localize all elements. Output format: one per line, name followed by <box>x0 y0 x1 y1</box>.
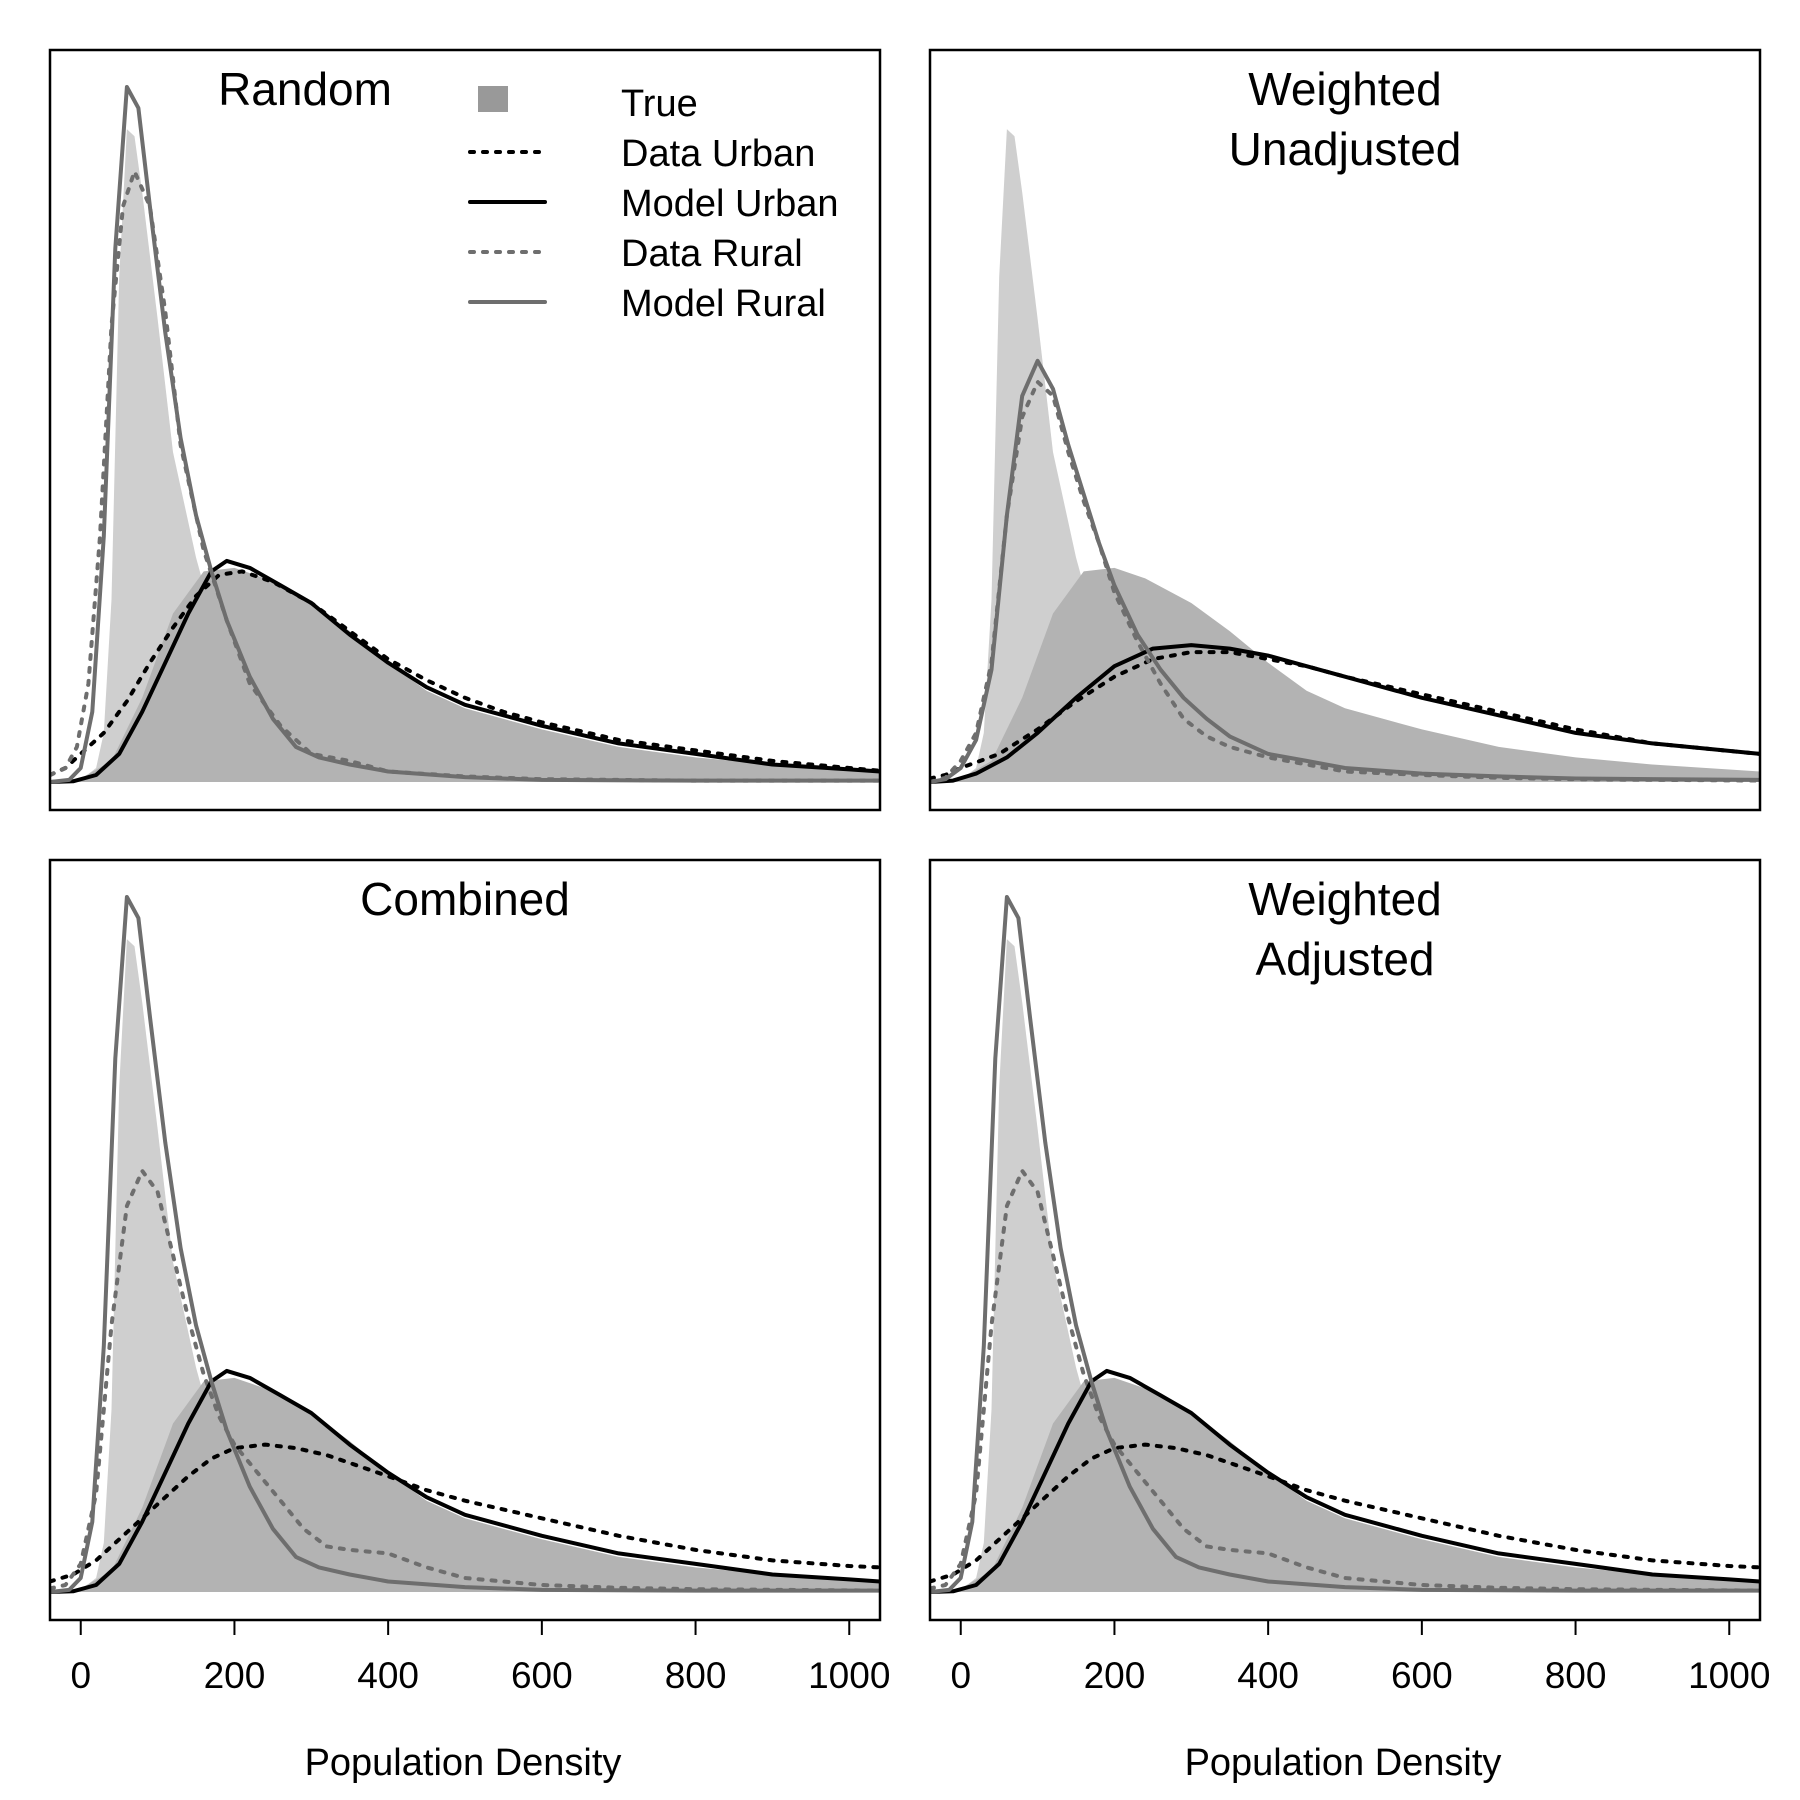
panel-top-left: Random True Data Urban Model Urban Data Rura… <box>48 48 882 812</box>
x-tick-label: 0 <box>70 1655 91 1696</box>
series-data-urban-line <box>50 1442 880 1584</box>
x-tick-label: 0 <box>950 1655 971 1696</box>
series-model-rural-line <box>930 358 1760 784</box>
series-data-urban-line <box>930 650 1760 781</box>
x-tick-label: 600 <box>511 1655 573 1696</box>
series-model-rural-line <box>50 895 880 1594</box>
legend-label: Data Rural <box>621 233 803 275</box>
panel-title-line: Combined <box>360 873 570 925</box>
panel-frame <box>928 48 1762 812</box>
x-axis-label-right: Population Density <box>1185 1742 1502 1784</box>
plot-area <box>50 85 880 784</box>
panel-title-line: Adjusted <box>1255 933 1434 985</box>
series-data-urban-line <box>930 1442 1760 1584</box>
x-tick-label: 1000 <box>808 1655 890 1696</box>
series-true-urban-area <box>50 567 880 782</box>
series-model-urban-line <box>930 643 1760 784</box>
series-true-urban-area <box>930 567 1760 782</box>
x-tick-label: 800 <box>665 1655 727 1696</box>
plot-area <box>930 129 1760 784</box>
panel-frame <box>48 48 882 812</box>
legend-swatch-true <box>478 86 508 112</box>
panels: Random True Data Urban Model Urban Data Rura… <box>48 48 1770 1696</box>
legend-label: Model Rural <box>621 283 826 325</box>
series-model-urban-line <box>930 1368 1760 1594</box>
plot-area <box>930 895 1760 1594</box>
panel-title-line: Unadjusted <box>1229 123 1462 175</box>
legend-label: Model Urban <box>621 183 839 225</box>
series-true-urban-area <box>930 1377 1760 1592</box>
x-tick-label: 1000 <box>1688 1655 1770 1696</box>
x-tick-label: 200 <box>204 1655 266 1696</box>
panel-title-line: Weighted <box>1248 63 1442 115</box>
panel-bottom-right: Weighted Adjusted 0 200 400 600 800 1000 <box>928 858 1770 1696</box>
x-axis-label-left: Population Density <box>305 1742 622 1784</box>
panel-bottom-left: Combined 0 200 400 600 800 1000 <box>48 858 890 1696</box>
x-tick-label: 800 <box>1545 1655 1607 1696</box>
x-tick-label: 600 <box>1391 1655 1453 1696</box>
series-true-urban-area <box>50 1377 880 1592</box>
x-tick-label: 400 <box>1237 1655 1299 1696</box>
legend-label: Data Urban <box>621 133 815 175</box>
legend-label: True <box>621 83 698 125</box>
panel-top-right: Weighted Unadjusted <box>928 48 1762 812</box>
series-model-urban-line <box>50 1368 880 1594</box>
x-tick-label: 400 <box>357 1655 419 1696</box>
panel-title-line: Weighted <box>1248 873 1442 925</box>
legend: True Data Urban Model Urban Data Rural Model… <box>468 83 839 325</box>
series-model-rural-line <box>50 85 880 784</box>
plot-area <box>50 895 880 1594</box>
x-tick-label: 200 <box>1084 1655 1146 1696</box>
series-model-urban-line <box>50 558 880 784</box>
series-model-rural-line <box>930 895 1760 1594</box>
panel-title-line: Random <box>218 63 392 115</box>
